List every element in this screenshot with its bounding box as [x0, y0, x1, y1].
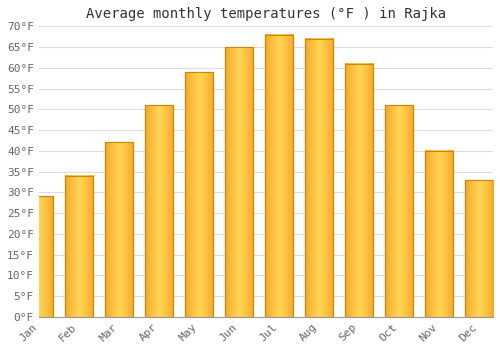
Bar: [345, 64, 373, 317]
Bar: [425, 151, 453, 317]
Bar: [185, 72, 213, 317]
Bar: [25, 196, 53, 317]
Bar: [385, 105, 413, 317]
Bar: [65, 176, 93, 317]
Bar: [145, 105, 173, 317]
Bar: [305, 39, 333, 317]
Bar: [105, 142, 133, 317]
Bar: [185, 72, 213, 317]
Title: Average monthly temperatures (°F ) in Rajka: Average monthly temperatures (°F ) in Ra…: [86, 7, 446, 21]
Bar: [425, 151, 453, 317]
Bar: [225, 47, 253, 317]
Bar: [65, 176, 93, 317]
Bar: [145, 105, 173, 317]
Bar: [385, 105, 413, 317]
Bar: [225, 47, 253, 317]
Bar: [265, 35, 293, 317]
Bar: [465, 180, 493, 317]
Bar: [465, 180, 493, 317]
Bar: [25, 196, 53, 317]
Bar: [265, 35, 293, 317]
Bar: [305, 39, 333, 317]
Bar: [105, 142, 133, 317]
Bar: [345, 64, 373, 317]
